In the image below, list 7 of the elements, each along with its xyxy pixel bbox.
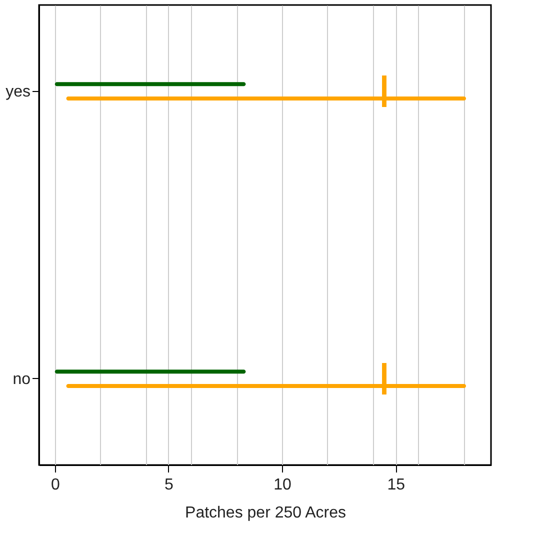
x-tick-label: 15	[387, 476, 406, 494]
x-tick-label: 0	[50, 476, 60, 494]
x-tick-label: 5	[164, 476, 174, 494]
x-tick-label: 10	[274, 476, 292, 494]
y-tick-label: no	[12, 370, 31, 388]
x-axis-title: Patches per 250 Acres	[185, 504, 346, 522]
y-tick-label: yes	[6, 83, 30, 100]
